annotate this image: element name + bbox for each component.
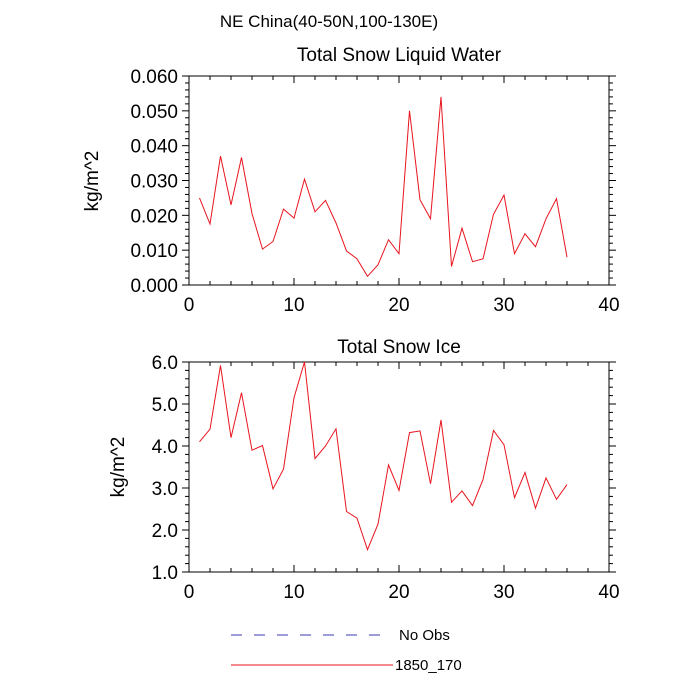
legend-label-no-obs: No Obs <box>399 627 450 644</box>
tick-group <box>182 361 616 573</box>
panel-snow-ice: Total Snow Ice kg/m^2 0 10 20 30 40 1.0 2.0 3.0… <box>108 337 620 603</box>
y-tick-label: 0.050 <box>130 102 178 123</box>
y-axis-label: kg/m^2 <box>82 151 103 212</box>
legend-label-1850-170: 1850_170 <box>395 657 462 674</box>
series-line-1850-170 <box>199 361 568 552</box>
panel-title: Total Snow Ice <box>337 337 461 358</box>
y-tick-label: 0.040 <box>130 137 178 158</box>
x-tick-label: 30 <box>493 295 514 316</box>
x-tick-label: 10 <box>283 582 304 603</box>
x-tick-label: 40 <box>598 295 619 316</box>
y-tick-label: 0.010 <box>130 241 178 262</box>
x-tick-label: 30 <box>493 582 514 603</box>
y-tick-label: 6.0 <box>152 353 178 374</box>
y-tick-label: 4.0 <box>152 437 178 458</box>
series-group <box>199 96 568 278</box>
y-tick-label: 2.0 <box>152 521 178 542</box>
y-tick-label: 5.0 <box>152 395 178 416</box>
plot-frame <box>188 361 610 573</box>
series-group <box>199 361 568 552</box>
x-tick-label: 20 <box>388 582 409 603</box>
series-line-1850-170 <box>199 96 568 278</box>
y-tick-label: 1.0 <box>152 563 178 584</box>
legend: No Obs 1850_170 <box>231 627 462 674</box>
x-tick-label: 40 <box>598 582 619 603</box>
y-tick-label: 0.060 <box>130 67 178 88</box>
panel-title: Total Snow Liquid Water <box>297 45 502 66</box>
x-tick-label: 0 <box>184 295 195 316</box>
main-title: NE China(40-50N,100-130E) <box>220 12 438 31</box>
y-axis-label: kg/m^2 <box>108 437 129 498</box>
tick-label-group: 0 10 20 30 40 0.000 0.010 0.020 0.030 0.040 0.050 0… <box>130 67 619 316</box>
x-tick-label: 0 <box>184 582 195 603</box>
panel-snow-liquid-water: Total Snow Liquid Water kg/m^2 0 10 20 30 40… <box>82 45 620 316</box>
y-tick-label: 0.020 <box>130 206 178 227</box>
y-tick-label: 3.0 <box>152 479 178 500</box>
tick-label-group: 0 10 20 30 40 1.0 2.0 3.0 4.0 5.0 6.0 <box>152 353 620 603</box>
y-tick-label: 0.030 <box>130 172 178 193</box>
x-tick-label: 20 <box>388 295 409 316</box>
y-tick-label: 0.000 <box>130 276 178 297</box>
tick-group <box>182 75 616 286</box>
x-tick-label: 10 <box>283 295 304 316</box>
